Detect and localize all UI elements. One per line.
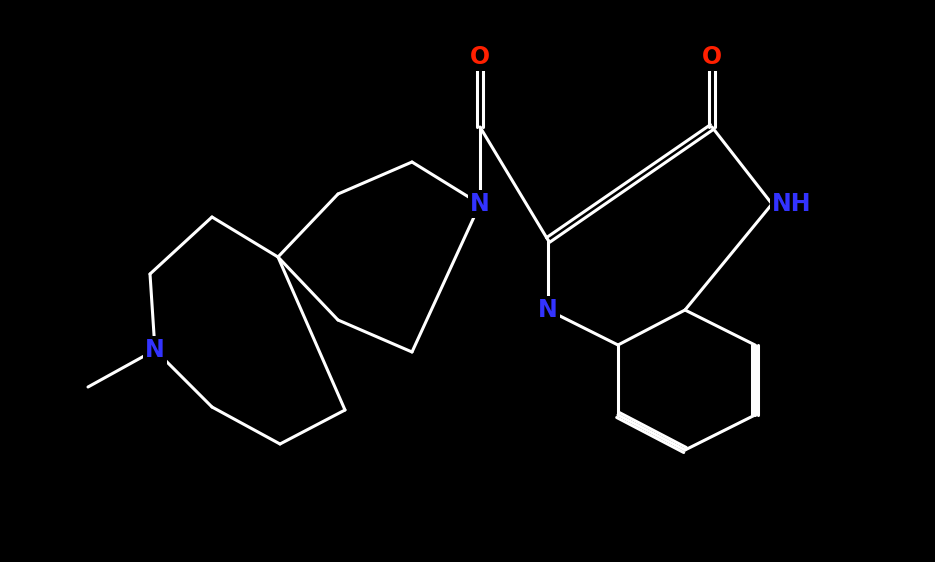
Text: NH: NH	[772, 192, 812, 216]
Text: N: N	[145, 338, 165, 362]
Text: N: N	[539, 298, 558, 322]
Text: N: N	[470, 192, 490, 216]
Text: O: O	[702, 45, 722, 69]
Text: O: O	[470, 45, 490, 69]
